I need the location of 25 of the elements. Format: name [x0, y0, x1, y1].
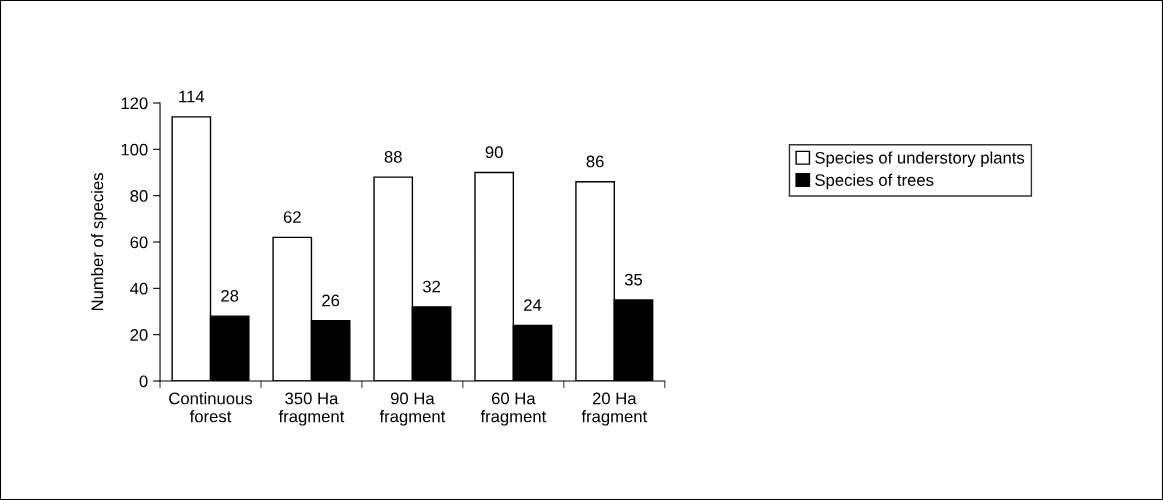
data-label: 114 [179, 90, 205, 103]
y-tick-label: 0 [139, 375, 148, 388]
legend-label: Species of understory plants [815, 151, 1025, 167]
y-axis-title: Number of species [90, 173, 107, 311]
data-label: 62 [283, 211, 301, 223]
x-tick-label: 60 Ha fragment [480, 392, 547, 426]
data-label: 86 [586, 155, 604, 168]
y-tick-label: 20 [130, 329, 148, 341]
x-tick-label: 20 Ha fragment [581, 392, 648, 426]
y-tick-label: 120 [121, 97, 148, 110]
legend-label: Species of trees [815, 173, 934, 190]
y-tick-label: 80 [130, 190, 148, 202]
x-tick-label: 90 Ha fragment [379, 392, 446, 426]
data-label: 28 [221, 289, 239, 302]
data-label: 24 [524, 299, 542, 311]
data-label: 88 [384, 150, 402, 163]
data-label: 90 [485, 146, 503, 159]
x-tick-label: 350 Ha fragment [278, 392, 345, 426]
y-tick-label: 60 [130, 236, 148, 249]
data-label: 35 [624, 273, 643, 286]
data-label: 26 [322, 294, 340, 307]
y-tick-label: 100 [121, 143, 148, 156]
data-label: 32 [422, 280, 441, 293]
y-tick-label: 40 [130, 282, 148, 295]
x-tick-label: Continuous forest [169, 392, 253, 423]
